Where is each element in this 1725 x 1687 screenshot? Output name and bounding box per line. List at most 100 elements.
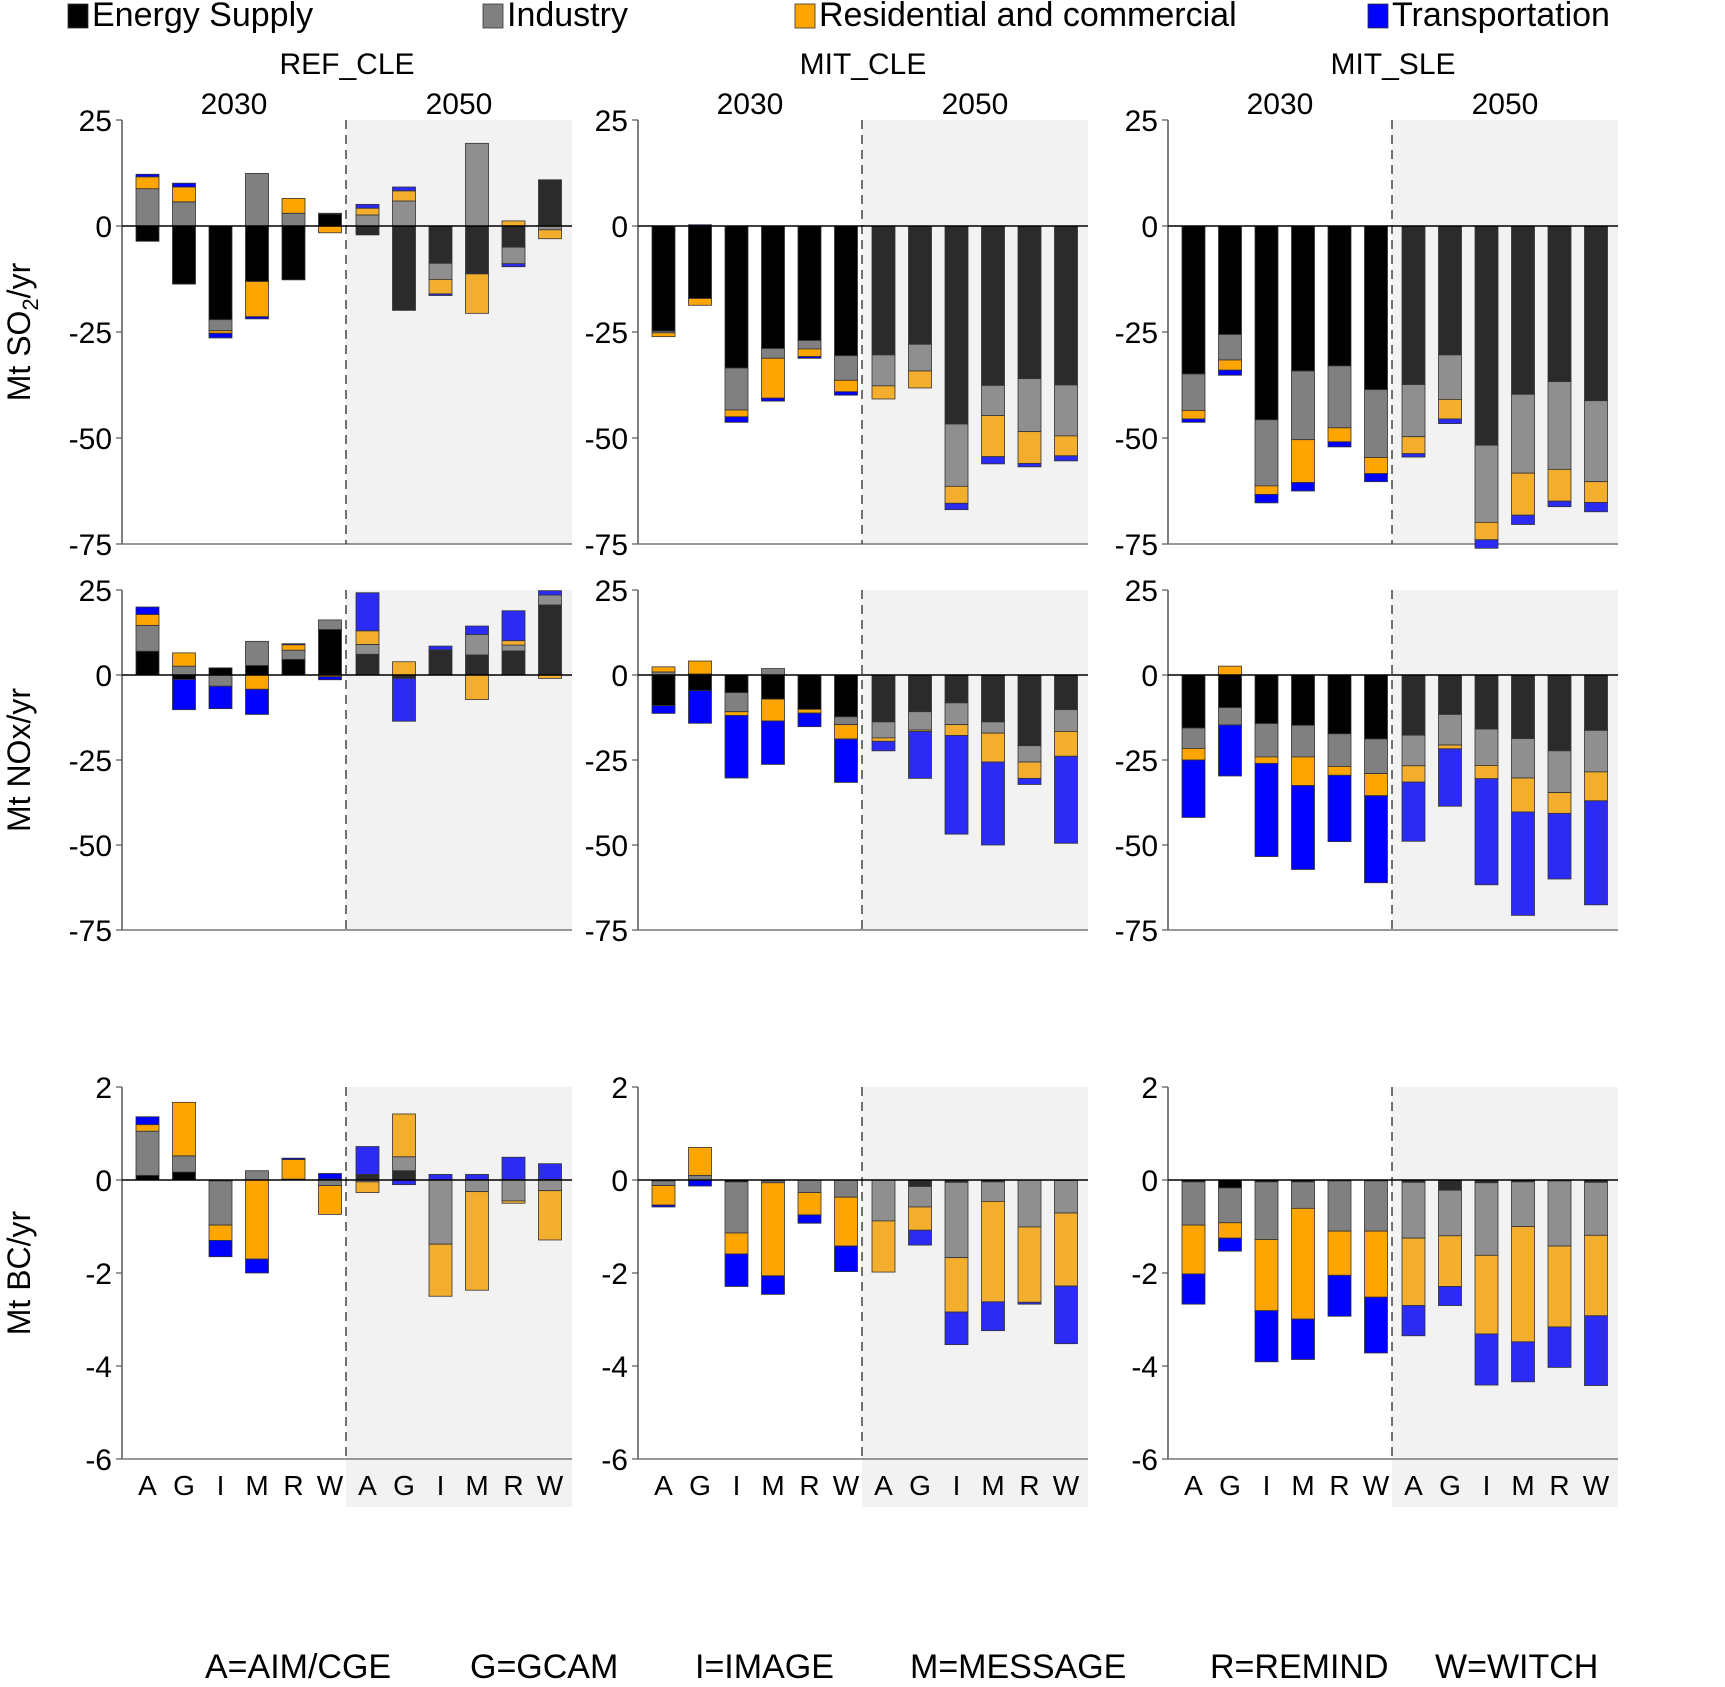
bar-segment-M-2050-transportation <box>1511 811 1535 916</box>
bar-segment-W-2030-residential <box>318 1185 342 1215</box>
bar-segment-I-2050-residential <box>428 1243 453 1297</box>
bar-segment-I-2030-transportation <box>208 332 233 339</box>
bar-segment-I-2050-residential <box>1474 765 1499 780</box>
y-tick-label: -75 <box>1115 529 1158 562</box>
bar-segment-R-2050-energy <box>1017 225 1042 380</box>
x-tick-label: R <box>503 1470 523 1501</box>
x-tick-label: I <box>733 1470 741 1501</box>
bar-segment-W-2050-industry <box>1584 1181 1608 1236</box>
bar-segment-A-2030-industry <box>1181 1181 1206 1226</box>
panels: REF_CLE 2030 2050 MIT_CLE 2030 2050 MIT_SLE 203… <box>69 48 1618 1507</box>
bar-segment-A-2030-industry <box>135 624 160 652</box>
y-tick-label: -75 <box>585 529 628 562</box>
bar-segment-R-2030-residential <box>1327 427 1352 443</box>
x-tick-label: A <box>358 1470 377 1501</box>
bar-segment-R-2030-industry <box>281 649 306 660</box>
x-tick-label: W <box>317 1470 344 1501</box>
bar-segment-W-2050-residential <box>1584 1234 1608 1317</box>
y-tick-label: 2 <box>611 1072 628 1105</box>
bar-segment-R-2050-industry <box>501 246 526 265</box>
shade-2050 <box>1392 120 1618 544</box>
bar-segment-A-2030-residential <box>1181 1224 1206 1275</box>
x-tick-label: A <box>654 1470 673 1501</box>
year-label-2050: 2050 <box>1472 88 1539 121</box>
bar-segment-G-2030-residential <box>688 298 712 306</box>
bar-segment-W-2050-energy <box>538 604 562 676</box>
bar-segment-A-2030-residential <box>135 1124 160 1132</box>
y-tick-label: 0 <box>1141 211 1158 244</box>
bar-segment-G-2030-transportation <box>1218 724 1242 777</box>
bar-segment-I-2030-industry <box>208 1180 233 1226</box>
bar-segment-I-2030-industry <box>1254 723 1279 758</box>
y-tick-label: -25 <box>69 745 112 778</box>
y-tick-label: 25 <box>595 575 628 608</box>
bar-segment-R-2050-residential <box>501 1200 526 1204</box>
y-tick-label: 0 <box>1141 1165 1158 1198</box>
bar-segment-G-2050-energy <box>1438 225 1462 356</box>
bar-segment-I-2030-residential <box>724 409 749 418</box>
bar-segment-M-2050-industry <box>981 1181 1005 1202</box>
bar-segment-W-2050-industry <box>1054 1180 1078 1214</box>
y-tick-label: -50 <box>69 830 112 863</box>
bar-segment-G-2050-transportation <box>1438 418 1462 424</box>
bar-segment-I-2030-energy <box>1254 225 1279 421</box>
x-tick-label: I <box>217 1470 225 1501</box>
bar-segment-R-2030-energy <box>797 674 822 710</box>
bar-segment-M-2030-industry <box>245 173 269 227</box>
y-tick-label: -50 <box>1115 830 1158 863</box>
bar-segment-W-2050-energy <box>538 179 562 227</box>
bar-segment-M-2030-transportation <box>1291 1318 1315 1360</box>
y-tick-label: 0 <box>1141 660 1158 693</box>
bar-segment-A-2030-industry <box>1181 373 1206 411</box>
bar-segment-G-2030-industry <box>1218 1187 1242 1224</box>
bar-segment-G-2030-residential <box>172 652 196 667</box>
bar-segment-R-2050-industry <box>1547 1180 1572 1247</box>
bar-segment-G-2050-industry <box>908 1186 932 1208</box>
bar-segment-M-2050-residential <box>1511 1226 1535 1343</box>
bar-segment-R-2030-transportation <box>1327 441 1352 448</box>
bar-segment-M-2030-industry <box>1291 724 1315 758</box>
bar-segment-W-2050-industry <box>538 1179 562 1192</box>
legend: Energy Supply Industry Residential and com… <box>67 0 1610 34</box>
bar-segment-M-2050-transportation <box>981 761 1005 846</box>
y-tick-label: -25 <box>69 317 112 350</box>
bar-segment-A-2030-transportation <box>1181 759 1206 818</box>
bar-segment-R-2050-transportation <box>501 263 526 268</box>
bar-segment-I-2030-industry <box>724 1181 749 1234</box>
bar-segment-I-2050-energy <box>428 225 453 264</box>
bar-segment-A-2050-residential <box>355 1181 380 1193</box>
bar-segment-G-2050-energy <box>908 1179 932 1187</box>
bar-segment-G-2030-transportation <box>1218 1237 1242 1252</box>
bar-segment-R-2030-industry <box>1327 733 1352 767</box>
bar-segment-W-2050-industry <box>538 594 562 606</box>
bar-segment-R-2030-transportation <box>1327 1274 1352 1317</box>
bar-segment-A-2030-energy <box>1181 225 1206 375</box>
legend-swatch-2 <box>794 3 816 29</box>
bar-segment-M-2050-energy <box>1511 674 1535 739</box>
y-tick-label: 2 <box>95 1072 112 1105</box>
y-axis-labels: Mt SO2/yr Mt NOx/yr Mt BC/yr <box>1 262 43 1335</box>
bar-segment-I-2050-residential <box>944 1257 969 1313</box>
bar-segment-G-2030-energy <box>688 225 712 299</box>
bar-segment-A-2050-energy <box>1401 225 1426 385</box>
model-key-item: G=GCAM <box>470 1648 618 1686</box>
bar-segment-G-2030-residential <box>1218 1222 1242 1239</box>
bar-segment-A-2050-residential <box>871 1220 896 1273</box>
bar-segment-M-2050-industry <box>1511 393 1535 474</box>
bar-segment-G-2030-transportation <box>1218 369 1242 376</box>
y-tick-label: -75 <box>69 915 112 948</box>
bar-segment-A-2050-residential <box>871 737 896 742</box>
bar-segment-G-2050-transportation <box>392 186 416 192</box>
bar-segment-G-2030-industry <box>1218 707 1242 726</box>
bar-segment-W-2050-transportation <box>538 590 562 596</box>
shade-2050 <box>346 1087 572 1507</box>
y-tick-label: -75 <box>1115 915 1158 948</box>
bar-segment-M-2050-industry <box>465 634 489 656</box>
bar-segment-I-2050-transportation <box>944 502 969 511</box>
bar-segment-M-2050-residential <box>1511 472 1535 516</box>
bar-segment-I-2030-industry <box>208 319 233 332</box>
bar-segment-A-2050-residential <box>871 385 896 400</box>
bar-segment-W-2030-transportation <box>1364 1296 1388 1354</box>
bar-segment-W-2050-energy <box>1054 225 1078 386</box>
bar-segment-R-2050-transportation <box>1547 1326 1572 1368</box>
